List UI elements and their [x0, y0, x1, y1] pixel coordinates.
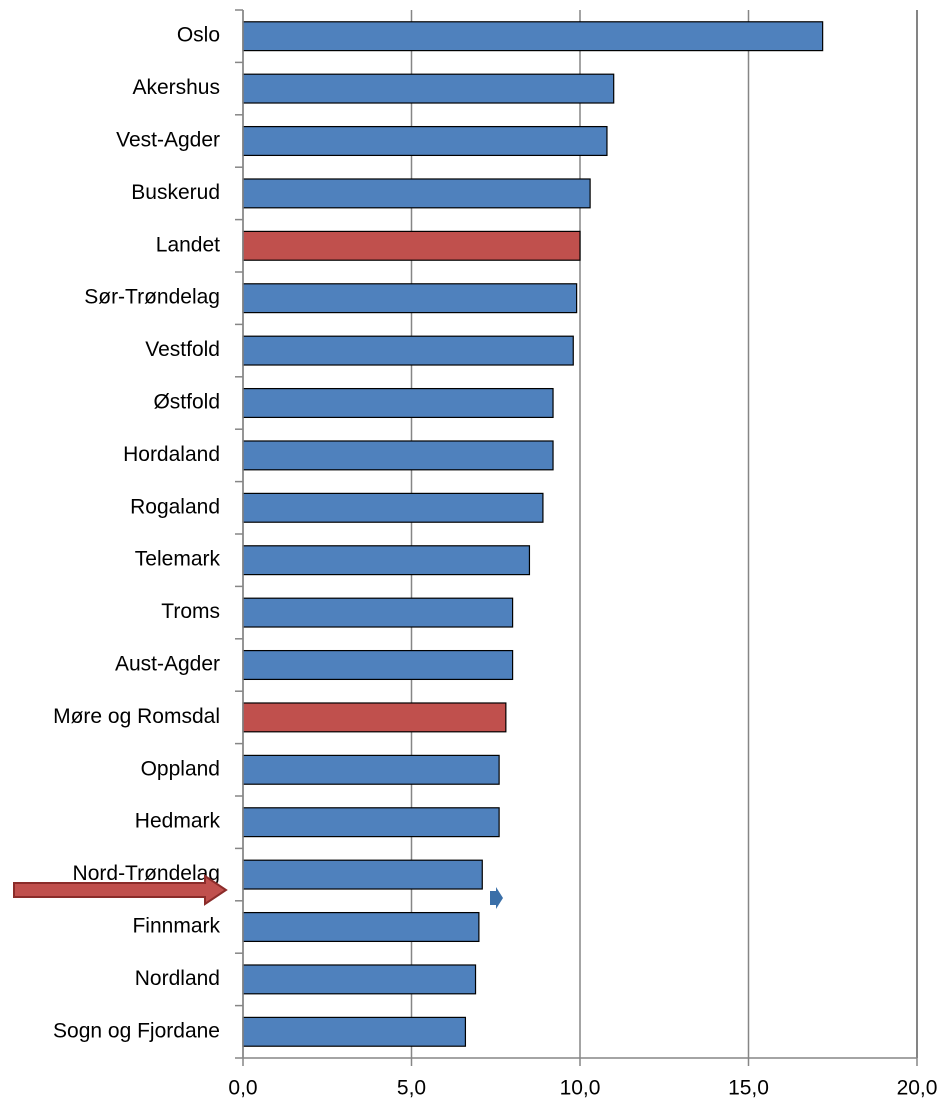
bar: [242, 21, 824, 52]
bar: [242, 1016, 467, 1047]
bar: [242, 387, 554, 419]
y-tick-label: Sogn og Fjordane: [53, 1019, 220, 1042]
y-tick-label: Landet: [156, 233, 220, 256]
y-tick-label: Hordaland: [123, 443, 220, 466]
bar: [242, 178, 591, 209]
y-tick-label: Nord-Trøndelag: [73, 862, 220, 885]
arrow-annotation: [13, 874, 228, 906]
x-tick-label: 15,0: [728, 1077, 769, 1100]
bar: [242, 125, 608, 157]
bar: [242, 545, 531, 576]
bar: [242, 859, 483, 890]
plot-area: 0,0 5,0 10,0 15,0 20,0 Oslo Akershus Vest-Agder…: [53, 9, 938, 1100]
y-tick-label: Sør-Trøndelag: [84, 286, 220, 309]
bar: [242, 335, 574, 366]
y-tick-label: Finnmark: [132, 915, 220, 938]
y-tick-label: Møre og Romsdal: [53, 705, 220, 728]
y-tick-label: Nordland: [135, 967, 220, 990]
y-tick-label: Hedmark: [135, 810, 221, 833]
bar: [242, 964, 477, 995]
bar: [242, 230, 581, 261]
bar: [242, 649, 514, 681]
y-tick-label: Troms: [161, 600, 220, 623]
y-tick-label: Telemark: [135, 548, 221, 571]
bar: [242, 807, 500, 838]
x-tick-label: 5,0: [397, 1077, 426, 1100]
y-tick-label: Rogaland: [130, 495, 220, 518]
bar: [242, 597, 514, 628]
bar: [242, 492, 544, 523]
y-tick-label: Buskerud: [131, 181, 220, 204]
y-tick-label: Akershus: [132, 76, 220, 99]
y-tick-label: Oppland: [141, 757, 220, 780]
small-arrow: [490, 887, 503, 909]
x-tick-label: 10,0: [560, 1077, 601, 1100]
x-tick-label: 0,0: [228, 1077, 257, 1100]
y-tick-label: Vestfold: [145, 338, 220, 361]
bar: [242, 440, 554, 471]
bar: [242, 911, 480, 943]
bar: [242, 754, 500, 785]
y-tick-label: Vest-Agder: [116, 129, 220, 152]
y-tick-label: Østfold: [153, 391, 220, 414]
bar: [242, 283, 578, 314]
bar: [242, 73, 615, 104]
y-tick-label: Oslo: [177, 24, 220, 47]
bar: [242, 702, 507, 733]
x-tick-label: 20,0: [897, 1077, 938, 1100]
y-tick-label: Aust-Agder: [115, 653, 220, 676]
